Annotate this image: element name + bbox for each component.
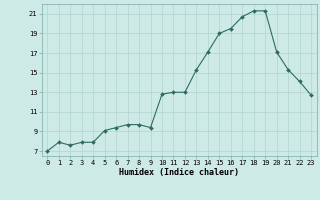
X-axis label: Humidex (Indice chaleur): Humidex (Indice chaleur) bbox=[119, 168, 239, 177]
